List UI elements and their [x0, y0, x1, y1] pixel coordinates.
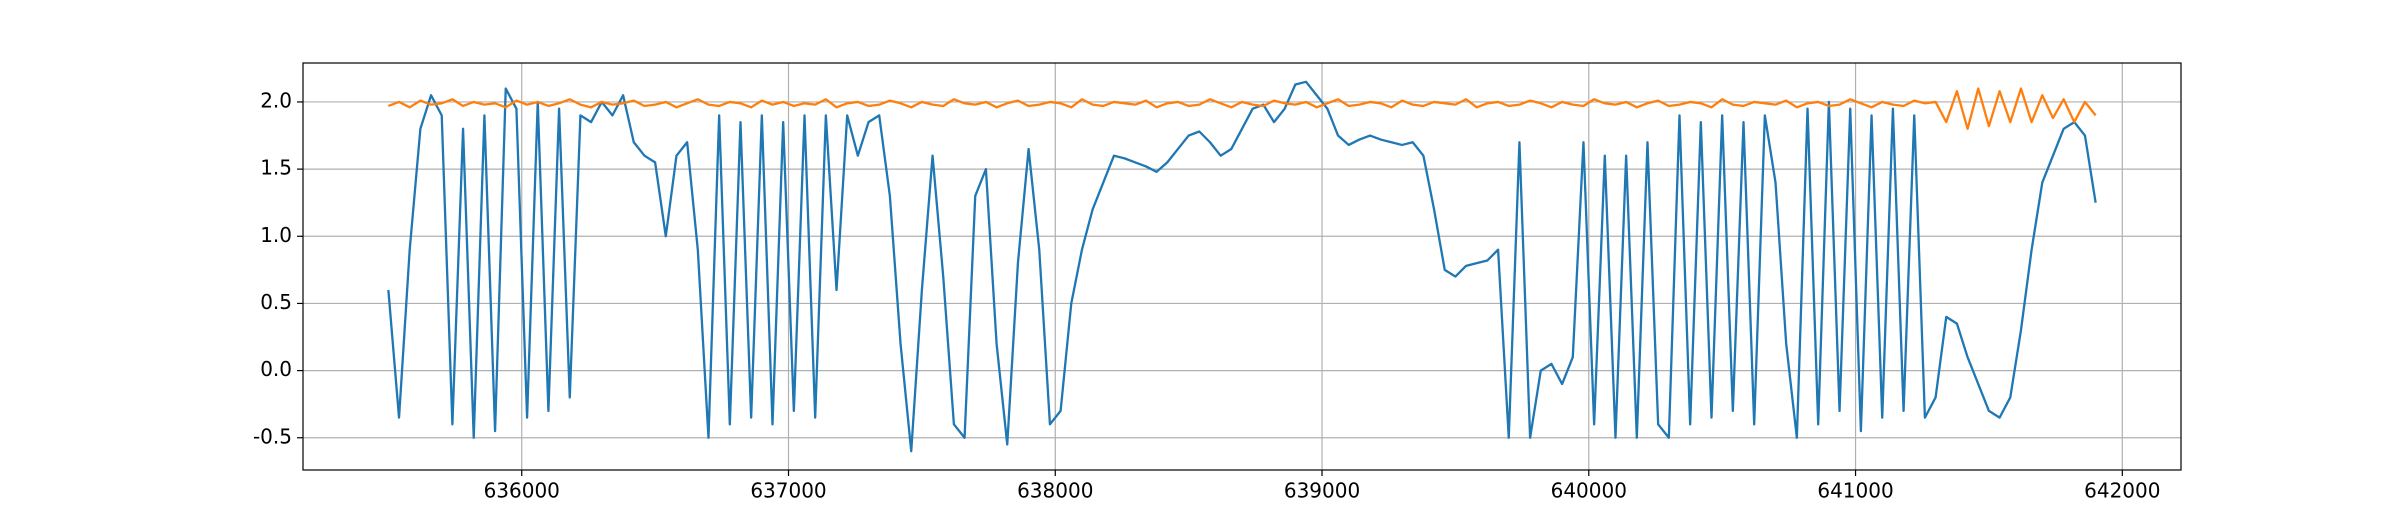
y-tick-label: -0.5	[253, 424, 292, 448]
y-tick-label: 1.5	[260, 156, 292, 180]
x-tick-label: 638000	[1017, 479, 1093, 503]
x-tick-label: 640000	[1551, 479, 1627, 503]
x-tick-label: 642000	[2084, 479, 2160, 503]
y-tick-label: 0.0	[260, 357, 292, 381]
x-tick-label: 636000	[484, 479, 560, 503]
series-line	[387, 87, 2097, 130]
series-line	[387, 80, 2097, 453]
x-tick-label: 639000	[1284, 479, 1360, 503]
x-tick-label: 637000	[750, 479, 826, 503]
y-tick-label: 0.5	[260, 290, 292, 314]
y-tick-label: 1.0	[260, 223, 292, 247]
y-tick-label: 2.0	[260, 88, 292, 112]
x-tick-label: 641000	[1817, 479, 1893, 503]
plot-frame	[302, 62, 2182, 471]
